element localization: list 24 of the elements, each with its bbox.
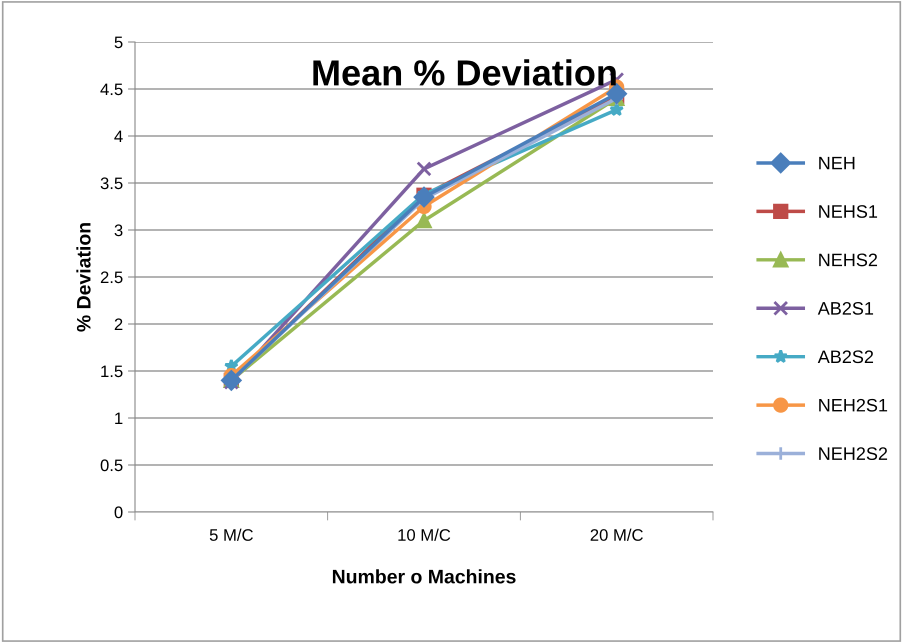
legend-label: NEHS2	[819, 254, 878, 266]
y-tick-label: 1	[115, 412, 122, 424]
y-tick-label: 2	[114, 318, 122, 330]
legend-label: AB2S1	[818, 302, 874, 315]
legend-label: AB2S2	[818, 350, 874, 364]
x-tick-label: 5 M/C	[210, 528, 253, 541]
legend-label: NEH	[819, 156, 854, 170]
legend-label: NEH2S2	[819, 447, 888, 460]
legend-label: NEHS1	[819, 205, 878, 218]
chart-title: Mean % Deviation	[313, 59, 616, 86]
y-tick-label: 3.5	[100, 177, 122, 190]
x-tick-label: 20 M/C	[590, 528, 643, 541]
y-tick-label: 4.5	[100, 84, 122, 96]
y-tick-label: 4	[114, 130, 123, 142]
y-tick-label: 3	[114, 224, 122, 236]
y-tick-label: 2.5	[100, 271, 122, 284]
x-tick-label: 10 M/C	[398, 528, 450, 541]
legend-label: NEH2S1	[819, 398, 888, 412]
y-tick-label: 1.5	[101, 366, 122, 378]
y-axis-title: % Deviation	[76, 223, 91, 332]
y-tick-label: 5	[114, 36, 122, 48]
x-axis-title: Number o Machines	[332, 569, 516, 584]
y-tick-label: 0	[114, 506, 123, 518]
y-tick-label: 0.5	[100, 459, 122, 472]
